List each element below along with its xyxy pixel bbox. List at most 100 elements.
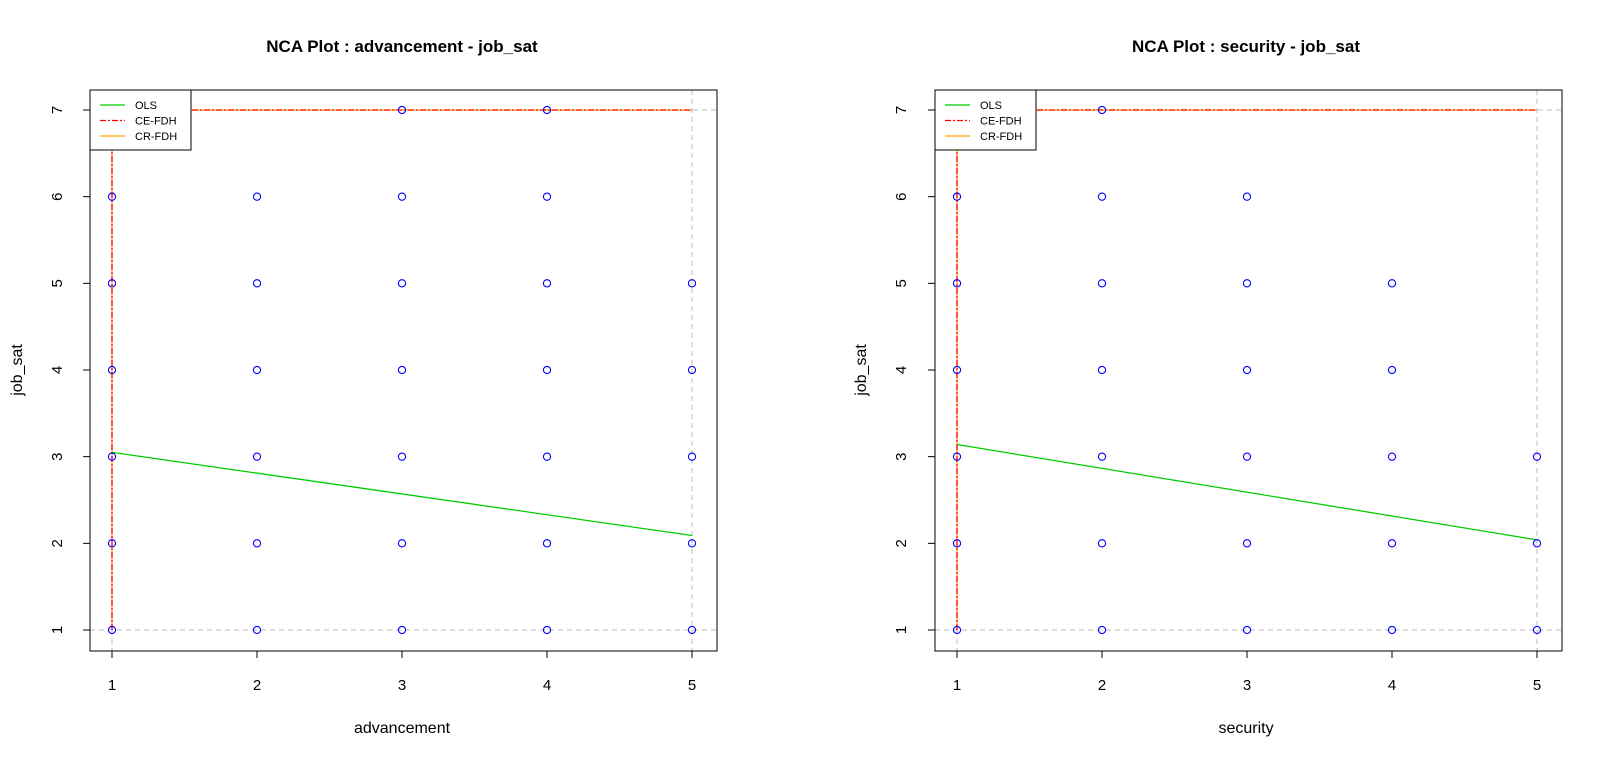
data-point xyxy=(252,279,262,288)
data-point xyxy=(1242,192,1252,201)
data-point xyxy=(107,539,117,548)
data-point xyxy=(1097,279,1107,288)
data-point xyxy=(542,539,552,548)
data-point xyxy=(107,279,117,288)
legend-label: OLS xyxy=(980,100,1002,112)
ols-line xyxy=(111,451,693,537)
x-tick-label: 2 xyxy=(253,677,261,694)
y-tick-label: 2 xyxy=(49,539,66,547)
x-tick-label: 3 xyxy=(398,677,406,694)
data-point xyxy=(952,539,962,548)
data-point xyxy=(1097,192,1107,201)
data-point xyxy=(1387,452,1397,461)
y-tick-label: 6 xyxy=(49,192,66,200)
data-point xyxy=(397,539,407,548)
data-point xyxy=(542,625,552,635)
nca-plot-security: NCA Plot : security - job_sat 1 2 3 4 5 1 2 3 4 5 6… xyxy=(853,37,1563,737)
data-point xyxy=(1242,625,1252,635)
x-tick-label: 1 xyxy=(108,677,116,694)
data-point xyxy=(397,452,407,461)
legend-label: CR-FDH xyxy=(980,131,1022,143)
data-point xyxy=(1532,539,1542,548)
legend-label: CR-FDH xyxy=(135,131,177,143)
cr-fdh-line xyxy=(956,109,1537,630)
ols-line xyxy=(956,443,1538,541)
x-tick-label: 5 xyxy=(1533,677,1541,694)
plot-frame xyxy=(934,89,1563,652)
data-point xyxy=(252,625,262,635)
data-point xyxy=(1242,452,1252,461)
data-point xyxy=(1387,539,1397,548)
data-point xyxy=(687,365,697,375)
data-point xyxy=(1097,105,1107,115)
y-tick-label: 7 xyxy=(49,106,66,114)
x-axis-title: security xyxy=(1218,720,1273,737)
data-point xyxy=(397,192,407,201)
data-point xyxy=(1242,365,1252,375)
data-point xyxy=(397,625,407,635)
data-point xyxy=(1097,365,1107,375)
data-point xyxy=(687,279,697,288)
y-tick-label: 2 xyxy=(893,539,910,547)
x-tick-label: 2 xyxy=(1098,677,1106,694)
y-tick-label: 3 xyxy=(49,452,66,460)
x-tick-label: 1 xyxy=(953,677,961,694)
data-point xyxy=(1097,539,1107,548)
x-tick-label: 3 xyxy=(1243,677,1251,694)
data-point xyxy=(687,452,697,461)
data-point xyxy=(687,625,697,635)
y-tick-label: 7 xyxy=(893,106,910,114)
y-tick-label: 4 xyxy=(893,366,910,374)
chart-title: NCA Plot : advancement - job_sat xyxy=(266,37,538,56)
y-axis-title: job_sat xyxy=(9,344,26,397)
data-point xyxy=(107,365,117,375)
data-point xyxy=(1387,625,1397,635)
data-point xyxy=(952,365,962,375)
data-point xyxy=(952,279,962,288)
data-point xyxy=(1242,539,1252,548)
legend-label: CE-FDH xyxy=(135,116,177,128)
data-point xyxy=(1532,625,1542,635)
chart-title: NCA Plot : security - job_sat xyxy=(1132,37,1360,56)
data-point xyxy=(542,279,552,288)
data-point xyxy=(107,452,117,461)
legend: OLS CE-FDH CR-FDH xyxy=(89,89,192,151)
legend-label: OLS xyxy=(135,100,157,112)
data-point xyxy=(252,539,262,548)
y-axis-title: job_sat xyxy=(853,344,870,397)
data-point xyxy=(687,539,697,548)
data-point xyxy=(542,105,552,115)
x-tick-label: 4 xyxy=(543,677,551,694)
data-point xyxy=(1532,452,1542,461)
nca-plot-advancement: NCA Plot : advancement - job_sat 1 2 3 4 5 1 2 3… xyxy=(9,37,718,737)
data-point xyxy=(1097,625,1107,635)
data-point xyxy=(1387,365,1397,375)
data-point xyxy=(1242,279,1252,288)
x-tick-label: 4 xyxy=(1388,677,1396,694)
data-point xyxy=(397,279,407,288)
legend: OLS CE-FDH CR-FDH xyxy=(934,89,1037,151)
data-point xyxy=(952,452,962,461)
data-point xyxy=(107,192,117,201)
data-point xyxy=(952,192,962,201)
data-point xyxy=(252,452,262,461)
legend-box xyxy=(934,89,1037,151)
ce-fdh-line xyxy=(956,109,1537,630)
data-point xyxy=(542,452,552,461)
y-tick-label: 5 xyxy=(49,279,66,287)
data-point xyxy=(107,625,117,635)
data-point xyxy=(252,192,262,201)
data-point xyxy=(952,625,962,635)
cr-fdh-line xyxy=(111,109,692,630)
data-point xyxy=(397,365,407,375)
data-point xyxy=(252,365,262,375)
ce-fdh-line xyxy=(111,109,692,630)
plot-frame xyxy=(89,89,718,652)
y-tick-label: 3 xyxy=(893,452,910,460)
x-axis-title: advancement xyxy=(354,720,451,737)
y-tick-label: 1 xyxy=(49,626,66,634)
x-tick-label: 5 xyxy=(688,677,696,694)
data-point xyxy=(1387,279,1397,288)
data-point xyxy=(542,192,552,201)
